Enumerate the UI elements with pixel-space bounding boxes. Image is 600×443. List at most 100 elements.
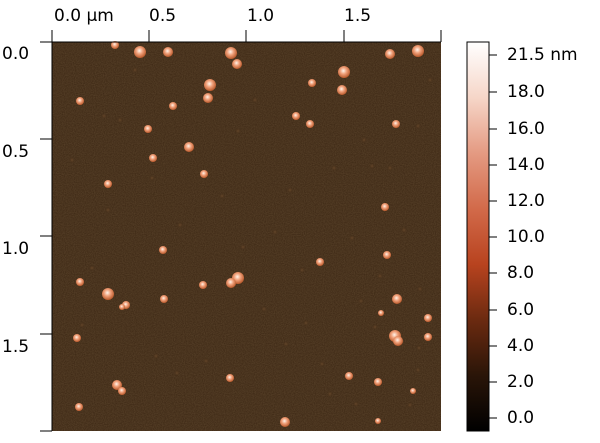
particle xyxy=(119,304,125,310)
faint-particle xyxy=(349,235,355,241)
particle xyxy=(385,49,395,59)
faint-particle xyxy=(79,322,85,328)
faint-particle xyxy=(372,324,378,330)
particle xyxy=(378,310,384,316)
faint-particle xyxy=(377,273,383,279)
particle xyxy=(76,97,84,105)
particle xyxy=(345,372,353,380)
faint-particle xyxy=(287,187,293,193)
colorbar-label: 4.0 xyxy=(507,336,534,356)
faint-particle xyxy=(331,165,337,171)
faint-particle xyxy=(427,77,433,83)
faint-particle xyxy=(407,402,413,408)
particle xyxy=(163,47,173,57)
particle xyxy=(111,41,119,49)
particle xyxy=(160,295,168,303)
particle xyxy=(392,120,400,128)
particle xyxy=(280,417,290,427)
colorbar-label: 6.0 xyxy=(507,300,534,320)
y-axis: 0.0 0.5 1.0 1.5 xyxy=(2,41,53,432)
faint-particle xyxy=(219,193,225,199)
particle xyxy=(203,93,213,103)
faint-particle xyxy=(101,113,107,119)
particle xyxy=(204,79,216,91)
particle xyxy=(424,314,432,322)
faint-particle xyxy=(117,117,123,123)
particle xyxy=(292,112,300,120)
particle xyxy=(76,278,84,286)
particle xyxy=(169,102,177,110)
y-tick-label: 1.0 xyxy=(2,239,29,259)
particle xyxy=(424,333,432,341)
particle xyxy=(184,142,194,152)
particle xyxy=(73,334,81,342)
faint-particle xyxy=(401,227,407,233)
afm-image xyxy=(52,41,441,431)
particle xyxy=(338,66,350,78)
faint-particles xyxy=(69,67,433,408)
particle xyxy=(118,387,126,395)
particle xyxy=(159,246,167,254)
particle xyxy=(232,59,242,69)
faint-particle xyxy=(89,265,95,271)
faint-particle xyxy=(240,244,246,250)
faint-particle xyxy=(149,175,155,181)
faint-particle xyxy=(69,157,75,163)
colorbar-label: 12.0 xyxy=(507,191,545,211)
particle xyxy=(102,288,114,300)
particle xyxy=(393,336,403,346)
particle xyxy=(392,294,402,304)
faint-particle xyxy=(415,123,421,129)
substrate-texture xyxy=(52,42,441,431)
x-axis: 0.0 µm 0.5 1.0 1.5 xyxy=(51,6,442,43)
y-tick-label: 0.0 xyxy=(2,44,29,64)
faint-particle xyxy=(105,207,111,213)
colorbar-label: 18.0 xyxy=(507,82,545,102)
y-tick-label: 1.5 xyxy=(2,337,29,357)
faint-particle xyxy=(272,229,278,235)
particle xyxy=(308,79,316,87)
colorbar-label: 10.0 xyxy=(507,227,545,247)
colorbar-label: 16.0 xyxy=(507,119,545,139)
colorbar-label: 2.0 xyxy=(507,372,534,392)
particle xyxy=(144,125,152,133)
particle xyxy=(199,281,207,289)
faint-particle xyxy=(177,222,183,228)
faint-particle xyxy=(319,361,325,367)
faint-particle xyxy=(252,97,258,103)
faint-particle xyxy=(203,358,209,364)
y-tick-label: 0.5 xyxy=(2,142,29,162)
particle xyxy=(381,203,389,211)
x-tick-label: 1.0 xyxy=(247,6,274,26)
particle xyxy=(375,418,381,424)
particle xyxy=(149,154,157,162)
particle xyxy=(316,258,324,266)
particle xyxy=(200,170,208,178)
faint-particle xyxy=(369,163,375,169)
colorbar-label: 8.0 xyxy=(507,263,534,283)
faint-particle xyxy=(415,367,421,373)
faint-particle xyxy=(299,267,305,273)
colorbar: 21.5 nm 18.0 16.0 14.0 12.0 10.0 8.0 6.0… xyxy=(466,41,578,432)
faint-particle xyxy=(417,286,423,292)
x-tick-label: 1.5 xyxy=(344,6,371,26)
particle xyxy=(226,374,234,382)
particle xyxy=(410,388,416,394)
x-tick-label: 0.0 µm xyxy=(54,6,114,26)
particles xyxy=(73,41,432,427)
particle xyxy=(412,45,424,57)
particle xyxy=(134,46,146,58)
faint-particle xyxy=(361,137,367,143)
faint-particle xyxy=(327,391,333,397)
faint-particle xyxy=(353,401,359,407)
faint-particle xyxy=(132,67,138,73)
faint-particle xyxy=(261,306,267,312)
colorbar-ticks xyxy=(489,54,497,419)
faint-particle xyxy=(153,353,159,359)
colorbar-gradient xyxy=(466,41,490,432)
particle xyxy=(383,251,391,259)
particle xyxy=(104,180,112,188)
faint-particle xyxy=(358,298,364,304)
colorbar-label: 21.5 nm xyxy=(507,45,578,65)
